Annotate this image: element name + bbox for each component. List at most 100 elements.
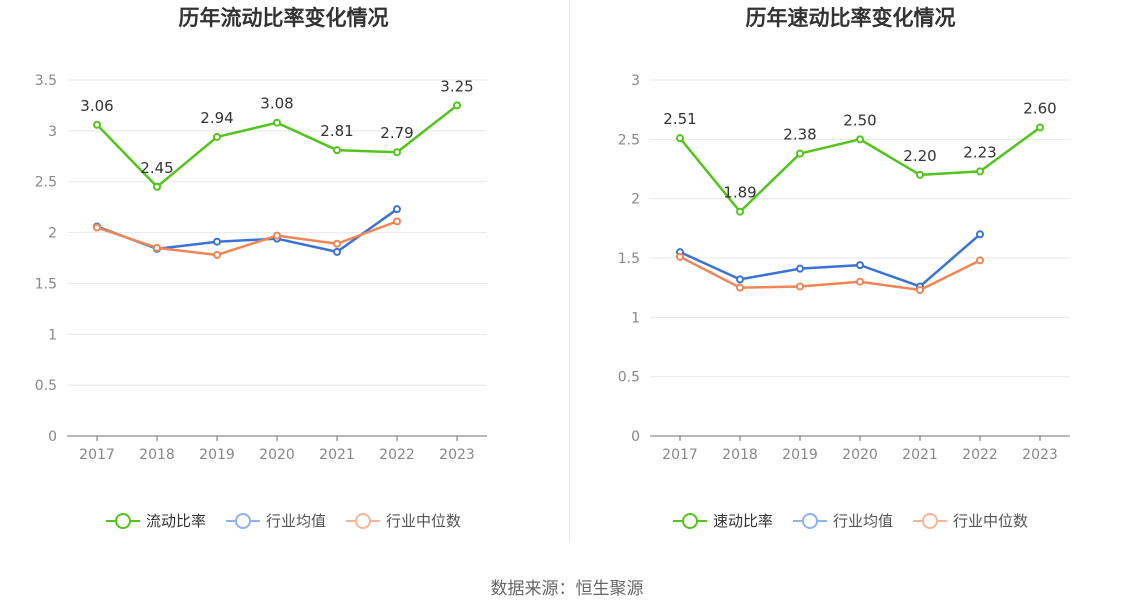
data-point	[676, 134, 684, 143]
y-tick-label: 2.5	[35, 175, 57, 191]
data-label: 3.25	[440, 77, 473, 95]
x-tick-label: 2018	[722, 447, 758, 463]
data-point	[93, 120, 101, 129]
x-tick-label: 2022	[379, 447, 415, 463]
data-point	[676, 252, 684, 261]
x-tick-label: 2020	[259, 447, 295, 463]
data-point	[93, 223, 101, 232]
chart-legend: 流动比率 行业均值 行业中位数	[0, 510, 567, 531]
legend-marker-icon	[346, 511, 380, 531]
legend-label: 行业中位数	[953, 512, 1029, 530]
legend-marker-icon	[913, 511, 947, 531]
data-label: 2.20	[903, 147, 936, 165]
data-label: 1.89	[723, 184, 756, 202]
data-source: 数据来源：恒生聚源	[490, 579, 644, 599]
x-tick-label: 2020	[842, 447, 878, 463]
data-point	[916, 170, 924, 179]
data-point	[153, 182, 161, 191]
data-point	[333, 247, 341, 256]
data-point	[856, 277, 864, 286]
data-point	[736, 283, 744, 292]
legend-item[interactable]: 流动比率	[105, 510, 206, 531]
x-tick-label: 2022	[962, 447, 998, 463]
data-label: 2.50	[843, 111, 876, 129]
data-point	[916, 286, 924, 295]
y-tick-label: 2.5	[618, 132, 640, 148]
data-label: 2.38	[783, 126, 816, 144]
data-point	[976, 230, 984, 239]
data-point	[856, 261, 864, 270]
legend-label: 速动比率	[712, 512, 773, 530]
data-label: 3.06	[80, 97, 113, 115]
y-tick-label: 1	[48, 327, 57, 343]
y-tick-label: 0	[631, 429, 640, 445]
data-point	[1036, 123, 1044, 132]
y-tick-label: 3	[48, 124, 57, 140]
data-point	[796, 149, 804, 158]
data-point	[393, 217, 401, 226]
data-point	[796, 282, 804, 291]
chart-plot-area: 0 0.5 1 1.5 2 2.5 3 2017 2018 2019 2020 2021 2022 202…	[618, 73, 1070, 463]
legend-label: 行业中位数	[386, 512, 462, 530]
data-point	[976, 167, 984, 176]
x-tick-label: 2017	[662, 447, 698, 463]
y-tick-label: 2	[631, 192, 640, 208]
data-point	[796, 264, 804, 273]
x-tick-label: 2021	[902, 447, 938, 463]
quick-ratio-chart: 历年速动比率变化情况 0 0.5 1 1.5 2 2.5 3 2017 2018 2019 2020…	[567, 0, 1134, 545]
current-ratio-chart: 历年流动比率变化情况 0 0.5 1 1.5 2 2.5 3 3.5 2017 2018 2019 2…	[0, 0, 567, 545]
legend-label: 行业均值	[832, 512, 893, 530]
data-label: 2.94	[200, 109, 233, 127]
data-label: 2.23	[963, 143, 996, 161]
data-point	[333, 239, 341, 248]
x-tick-label: 2019	[782, 447, 818, 463]
data-point	[273, 231, 281, 240]
chart-title: 历年流动比率变化情况	[178, 6, 389, 30]
series-line	[96, 220, 398, 257]
y-tick-label: 0.5	[35, 378, 57, 394]
data-label: 2.60	[1023, 99, 1056, 117]
data-label: 3.08	[260, 95, 293, 113]
data-label: 2.81	[320, 122, 353, 140]
data-point	[333, 146, 341, 155]
y-tick-label: 3.5	[35, 73, 57, 89]
data-point	[453, 101, 461, 110]
x-tick-label: 2023	[1022, 447, 1058, 463]
y-tick-label: 0	[48, 429, 57, 445]
legend-item[interactable]: 行业均值	[792, 510, 893, 531]
data-point	[213, 250, 221, 259]
y-tick-label: 1	[631, 310, 640, 326]
chart-plot-area: 0 0.5 1 1.5 2 2.5 3 3.5 2017 2018 2019 2020 2021 2022…	[35, 73, 487, 463]
series-line	[679, 233, 981, 288]
x-tick-label: 2021	[319, 447, 355, 463]
legend-marker-icon	[105, 511, 140, 531]
panel-divider	[569, 0, 570, 542]
data-point	[736, 275, 744, 284]
y-tick-label: 3	[631, 73, 640, 89]
legend-marker-icon	[792, 511, 827, 531]
data-point	[153, 243, 161, 252]
x-tick-label: 2023	[439, 447, 475, 463]
x-tick-label: 2019	[199, 447, 235, 463]
data-label: 2.51	[663, 110, 696, 128]
data-label: 2.45	[140, 159, 173, 177]
y-tick-label: 2	[48, 226, 57, 242]
y-tick-label: 1.5	[35, 276, 57, 292]
legend-label: 行业均值	[265, 512, 326, 530]
data-point	[213, 237, 221, 246]
x-tick-label: 2017	[79, 447, 115, 463]
data-point	[856, 135, 864, 144]
data-point	[976, 256, 984, 265]
chart-legend: 速动比率 行业均值 行业中位数	[567, 510, 1134, 531]
data-point	[273, 118, 281, 127]
data-point	[393, 205, 401, 214]
data-point	[213, 132, 221, 141]
legend-item[interactable]: 行业中位数	[346, 510, 461, 531]
y-tick-label: 1.5	[618, 251, 640, 267]
data-label: 2.79	[380, 124, 413, 142]
legend-item[interactable]: 速动比率	[672, 510, 773, 531]
chart-title: 历年速动比率变化情况	[745, 6, 956, 30]
legend-item[interactable]: 行业均值	[225, 510, 326, 531]
legend-marker-icon	[225, 511, 260, 531]
legend-item[interactable]: 行业中位数	[913, 510, 1028, 531]
